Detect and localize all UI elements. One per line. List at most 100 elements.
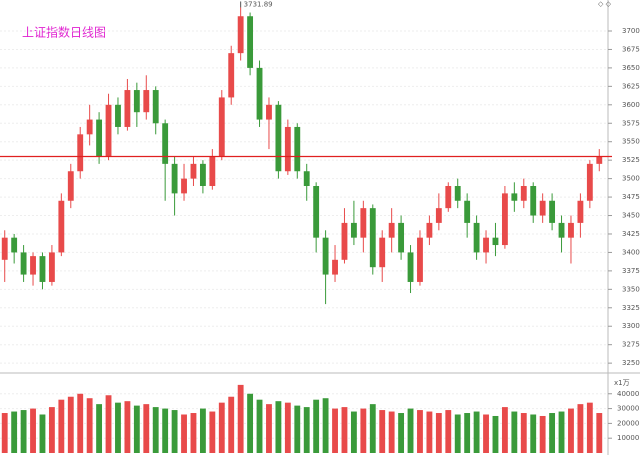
volume-bar [124,401,131,453]
candle-body [39,256,46,282]
volume-bar [445,410,452,453]
y-tick-label: 30000 [617,405,639,413]
candle-body [426,222,433,238]
candle-body [577,200,584,223]
candle-body [96,119,103,157]
volume-bar [96,404,103,453]
volume-bar [369,404,376,453]
volume-bar [586,402,593,453]
volume-bar [407,408,414,453]
candle-body [171,163,178,194]
candle-body [350,222,357,238]
candle-body [115,104,121,127]
volume-bar [417,410,423,453]
annotation-label: 3731.89 [244,0,273,8]
candle-body [284,126,291,172]
y-tick-label: 3575 [622,119,640,127]
candle-body [341,222,348,260]
candle-body [332,259,338,275]
candle-body [67,171,74,201]
candle-body [152,90,159,124]
volume-bar [228,396,235,453]
candle-body [303,171,310,186]
volume-bar [199,408,206,453]
candle-body [190,163,197,179]
candle-body [294,126,301,172]
candle-body [407,252,414,282]
y-tick-label: 3325 [622,304,640,312]
volume-bar [30,408,36,453]
volume-bar [388,411,395,453]
volume-bar [171,410,178,453]
volume-bar [1,413,8,453]
y-tick-label: 20000 [617,419,639,427]
volume-bar [266,404,272,453]
candle-body [596,156,603,164]
candle-body [275,104,282,172]
volume-bar [256,399,263,453]
corner-icon: ◇ ◇ [598,0,612,8]
volume-bar [11,411,18,453]
volume-bar [473,411,480,453]
volume-bar [332,408,338,453]
volume-bar [501,407,508,453]
volume-bar [294,405,301,453]
candle-body [1,237,8,260]
volume-bar [58,399,65,453]
candle-body [218,97,225,157]
candle-body [30,256,36,275]
candle-body [558,222,565,238]
candle-body [388,222,395,238]
volume-bar [237,384,244,453]
volume-bar [190,413,197,453]
y-tick-label: 40000 [617,390,639,398]
candle-body [483,237,489,253]
volume-bar [322,398,329,453]
chart-title: 上证指数日线图 [22,25,106,40]
candle-body [105,104,112,157]
volume-bar [350,411,357,453]
y-tick-label: 3375 [622,267,640,275]
candle-body [124,90,131,127]
volume-bar [568,408,574,453]
candle-body [360,208,367,238]
candle-body [530,186,537,216]
candle-body [58,200,65,253]
volume-bar [426,411,433,453]
candle-body [86,119,93,135]
volume-bar [77,393,84,453]
candle-body [181,178,187,194]
candle-body [417,237,423,282]
candle-body [454,186,461,201]
y-tick-label: 3525 [622,156,640,164]
candle-body [369,208,376,268]
candle-body [20,252,27,275]
candle-body [549,200,556,223]
candle-body [228,53,235,98]
volume-bar [549,413,556,453]
volume-bar [162,408,169,453]
candle-body [313,186,320,238]
y-tick-label: 3350 [622,285,640,293]
volume-bar [143,404,150,453]
volume-bar [86,398,93,453]
y-tick-label: 3700 [622,27,640,35]
candle-body [256,67,263,120]
candle-body [445,186,452,209]
y-tick-label: 3500 [622,175,640,183]
candle-body [162,123,169,164]
candle-body [133,90,140,113]
candle-body [322,237,329,275]
y-tick-label: 3300 [622,322,640,330]
volume-bar [398,413,405,453]
volume-bar [596,413,603,453]
y-tick-label: 3400 [622,248,640,256]
candle-body [435,208,442,223]
y-tick-label: 3275 [622,341,640,349]
volume-bar [360,408,367,453]
candle-body [539,200,546,216]
y-tick-label: 10000 [617,434,639,442]
candle-body [143,90,150,113]
